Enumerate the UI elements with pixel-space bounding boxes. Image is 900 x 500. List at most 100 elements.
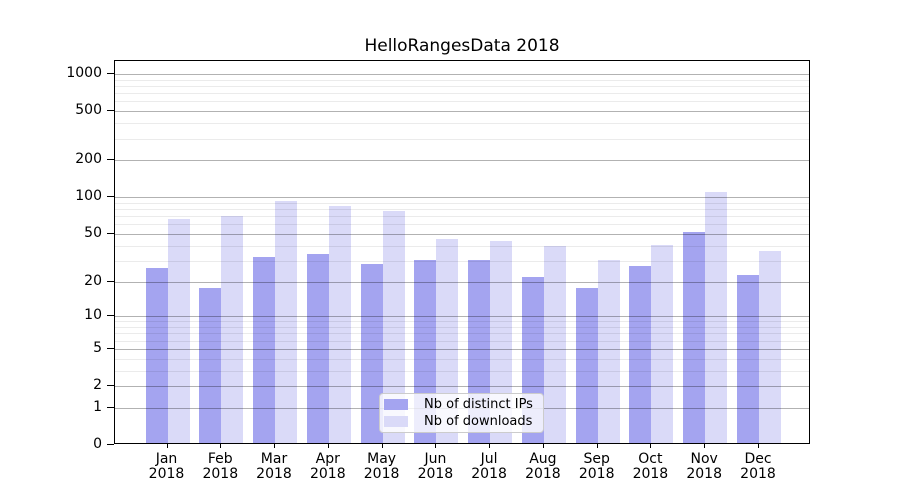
bar-downloads-oct (651, 244, 674, 443)
gridline-minor (115, 138, 809, 140)
x-tick-mark (381, 444, 383, 448)
gridline-major (115, 111, 809, 113)
y-tick-label: 500 (75, 102, 102, 119)
gridline-minor (115, 358, 809, 360)
bar-ips-apr (306, 253, 329, 443)
bar-downloads-jan (167, 218, 190, 443)
x-tick-label: Feb 2018 (188, 452, 252, 482)
x-tick-label-line: 2018 (525, 466, 561, 482)
y-tick-mark (107, 110, 114, 112)
gridline-minor (115, 321, 809, 323)
x-tick-mark (327, 444, 329, 448)
y-tick-mark (107, 280, 114, 282)
bar-downloads-dec (758, 250, 781, 443)
x-tick-label-line: Apr (315, 451, 340, 467)
gridline-minor (115, 340, 809, 342)
x-tick-mark (650, 444, 652, 448)
x-tick-label-line: 2018 (256, 466, 292, 482)
legend-item: Nb of downloads (384, 413, 537, 430)
gridline-major (115, 348, 809, 350)
y-tick-mark (107, 385, 114, 386)
x-tick-label: Nov 2018 (672, 452, 736, 482)
x-tick-label-line: Feb (207, 451, 233, 467)
bar-ips-sep (575, 287, 598, 443)
y-tick-label: 1000 (66, 65, 102, 81)
y-tick-label: 2 (93, 377, 102, 393)
gridline-minor (115, 216, 809, 218)
x-tick-label-line: 2018 (309, 466, 346, 482)
x-tick-label-line: 2018 (148, 466, 185, 482)
bar-ips-oct (629, 266, 652, 443)
x-tick-label-line: May (367, 451, 397, 467)
x-tick-label-line: Sep (583, 451, 610, 467)
x-tick-label: Jun 2018 (403, 452, 467, 482)
bar-downloads-sep (597, 260, 620, 443)
x-tick-label-line: Nov (690, 451, 718, 467)
x-tick-label-line: 2018 (578, 466, 615, 482)
bar-downloads-mar (275, 200, 298, 443)
bar-downloads-apr (328, 205, 351, 443)
x-tick-mark (542, 444, 544, 448)
legend-label-downloads: Nb of downloads (424, 414, 533, 429)
gridline-major (115, 386, 809, 387)
gridline-minor (115, 101, 809, 103)
gridline-major (115, 281, 809, 283)
x-tick-mark (596, 444, 598, 448)
x-tick-label-line: 2018 (740, 466, 776, 482)
gridline-minor (115, 123, 809, 125)
x-tick-mark (704, 444, 706, 448)
x-tick-label: May 2018 (350, 452, 414, 482)
x-tick-label-line: Mar (260, 451, 288, 467)
gridline-minor (115, 86, 809, 87)
y-tick-label: 1 (93, 398, 102, 415)
y-tick-label: 10 (84, 307, 102, 324)
x-tick-mark (435, 444, 437, 448)
bar-downloads-nov (705, 192, 728, 443)
legend: Nb of distinct IPs Nb of downloads (379, 393, 544, 433)
bar-ips-feb (199, 287, 222, 443)
x-tick-mark (220, 444, 222, 448)
gridline-major (115, 74, 809, 75)
plot-area (114, 60, 810, 444)
y-tick-label: 50 (84, 224, 102, 241)
y-tick-label: 200 (75, 151, 102, 168)
bar-ips-dec (736, 274, 759, 443)
x-tick-label-line: 2018 (632, 466, 669, 482)
y-tick-mark (107, 73, 114, 74)
x-tick-label: Apr 2018 (296, 452, 360, 482)
gridline-minor (115, 370, 809, 372)
x-tick-label-line: Aug (529, 451, 557, 467)
bar-ips-jan (145, 268, 168, 443)
x-tick-label-line: Oct (638, 451, 663, 467)
gridline-minor (115, 333, 809, 335)
gridline-minor (115, 209, 809, 210)
bar-ips-mar (253, 256, 276, 443)
bar-downloads-jul (490, 241, 513, 443)
y-tick-mark (107, 347, 114, 349)
gridline-major (115, 197, 809, 199)
x-tick-label: Aug 2018 (511, 452, 575, 482)
x-tick-label-line: Dec (744, 451, 772, 467)
x-tick-label: Jul 2018 (457, 452, 521, 482)
x-tick-label-line: 2018 (202, 466, 239, 482)
x-tick-label: Jan 2018 (135, 452, 199, 482)
gridline-minor (115, 245, 809, 247)
legend-swatch-downloads-icon (384, 416, 408, 427)
y-tick-label: 0 (93, 436, 102, 452)
bar-downloads-aug (543, 246, 566, 443)
gridline-minor (115, 224, 809, 226)
legend-swatch-distinct-ips-icon (384, 399, 408, 410)
chart-title: HelloRangesData 2018 (364, 36, 560, 56)
x-tick-label: Sep 2018 (565, 452, 629, 482)
y-tick-mark (107, 232, 114, 234)
y-tick-label: 20 (84, 272, 102, 289)
bar-downloads-may (382, 211, 405, 443)
x-tick-label: Oct 2018 (618, 452, 682, 482)
x-tick-label-line: 2018 (686, 466, 722, 482)
y-tick-mark (107, 406, 114, 408)
x-tick-label-line: 2018 (471, 466, 507, 482)
y-tick-mark (107, 159, 114, 161)
x-tick-label: Mar 2018 (242, 452, 306, 482)
gridline-major (115, 160, 809, 162)
